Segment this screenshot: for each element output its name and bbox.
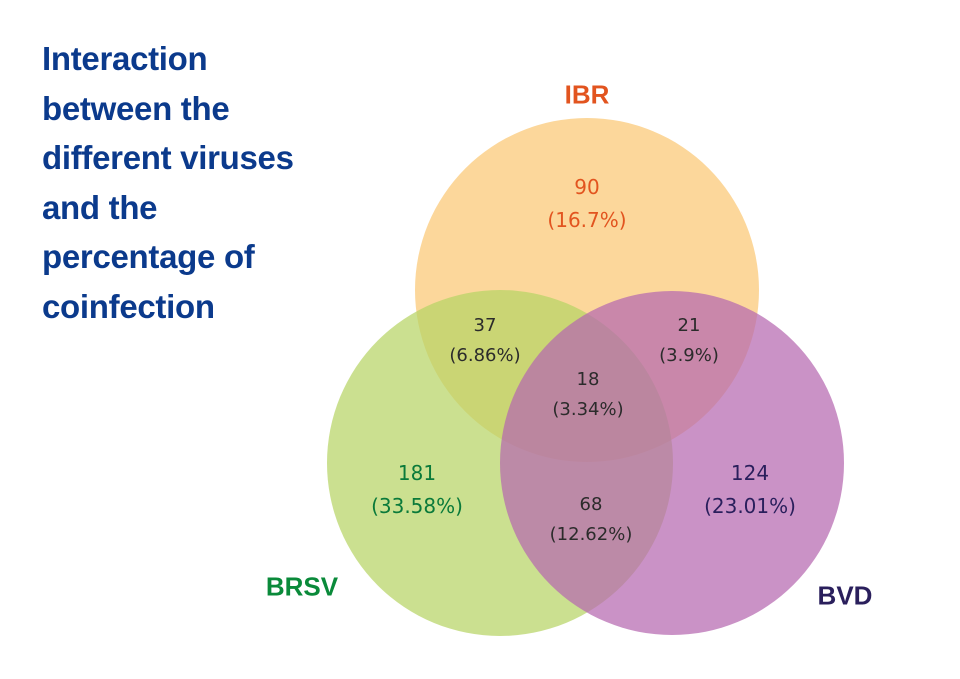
- region-percent: (16.7%): [547, 208, 627, 232]
- title-line: different viruses: [42, 139, 294, 176]
- bvd-circle: [500, 291, 844, 635]
- title-line: and the: [42, 188, 158, 226]
- bvd-label: BVD: [817, 580, 873, 611]
- region-count: 68: [579, 494, 603, 515]
- ibr-label: IBR: [564, 79, 610, 110]
- region-ibr-only: 90 (16.7%): [547, 171, 626, 237]
- title-line: coinfection: [42, 287, 215, 325]
- region-all-three: 18 (3.34%): [552, 365, 623, 425]
- region-count: 181: [397, 461, 437, 485]
- region-percent: (33.58%): [371, 494, 463, 518]
- region-brsv-only: 181 (33.58%): [371, 457, 463, 523]
- region-percent: (23.01%): [704, 494, 796, 518]
- region-brsv-bvd: 68 (12.62%): [550, 490, 633, 550]
- title-line: between the: [42, 89, 230, 127]
- region-count: 90: [574, 175, 600, 199]
- region-percent: (3.34%): [552, 399, 624, 420]
- region-percent: (6.86%): [449, 345, 521, 366]
- region-bvd-only: 124 (23.01%): [704, 457, 796, 523]
- region-count: 124: [730, 461, 770, 485]
- region-count: 21: [677, 315, 701, 336]
- region-ibr-bvd: 21 (3.9%): [659, 311, 719, 371]
- region-percent: (12.62%): [549, 524, 633, 545]
- title-line: Interaction: [42, 40, 208, 77]
- diagram-title: Interaction between the different viruse…: [42, 34, 362, 331]
- brsv-label: BRSV: [265, 571, 339, 602]
- title-line: percentage of: [42, 238, 255, 275]
- region-ibr-brsv: 37 (6.86%): [449, 311, 520, 371]
- region-percent: (3.9%): [659, 345, 719, 366]
- region-count: 37: [473, 315, 497, 336]
- region-count: 18: [576, 369, 600, 390]
